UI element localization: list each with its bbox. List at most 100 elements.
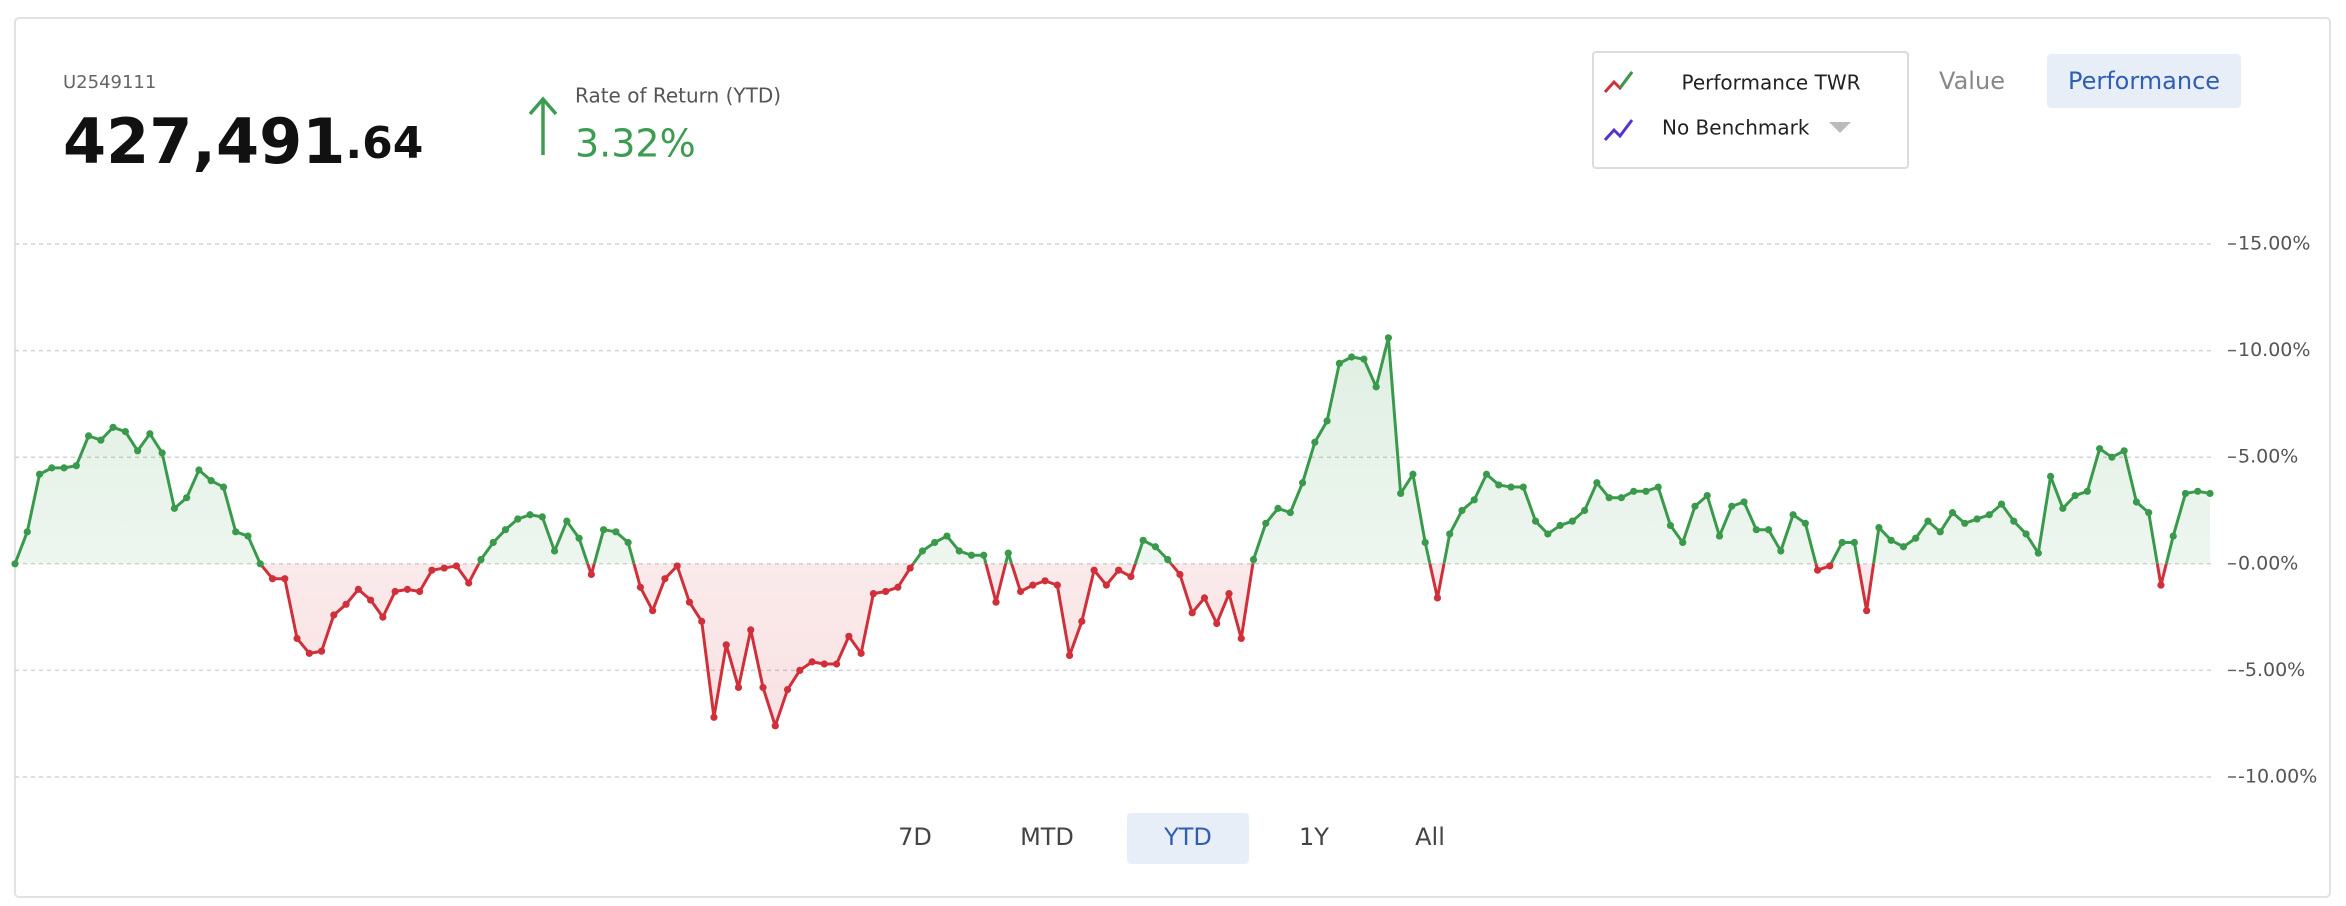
data-point <box>734 683 743 692</box>
data-point <box>465 579 473 587</box>
data-point <box>244 532 252 540</box>
data-point <box>1936 528 1944 536</box>
data-point <box>2157 581 2165 589</box>
data-point <box>293 634 301 643</box>
data-point <box>526 511 534 519</box>
data-point <box>1409 470 1417 478</box>
data-point <box>1384 334 1393 342</box>
data-point <box>1115 566 1123 574</box>
data-point <box>1078 617 1086 625</box>
data-point <box>1801 519 1809 527</box>
data-point <box>1311 438 1319 446</box>
data-point <box>1286 509 1294 517</box>
data-point <box>967 551 976 559</box>
y-tick-label: 15.00% <box>2238 233 2310 255</box>
value-cents: .64 <box>345 118 423 169</box>
data-point <box>1065 651 1074 660</box>
data-point <box>955 547 963 555</box>
range-tab-bg[interactable] <box>1127 813 1249 864</box>
data-point <box>845 632 853 640</box>
data-point <box>1948 509 1957 517</box>
data-point <box>722 641 730 649</box>
data-point <box>1764 526 1773 534</box>
data-point <box>1102 581 1110 589</box>
data-point <box>1176 570 1184 579</box>
data-point <box>894 583 902 591</box>
range-tab[interactable]: YTD <box>1163 823 1212 851</box>
data-point <box>771 722 779 730</box>
data-point <box>1863 607 1871 615</box>
data-point <box>1274 504 1282 512</box>
data-point <box>1666 521 1675 530</box>
data-point <box>1151 543 1160 551</box>
data-point <box>305 649 313 657</box>
data-point <box>1323 417 1331 425</box>
area-positive <box>15 337 2210 564</box>
y-tick-label: 0.00% <box>2238 552 2298 574</box>
data-point <box>1507 483 1515 491</box>
data-point <box>1544 530 1552 538</box>
data-point <box>23 528 31 536</box>
data-point <box>796 666 804 675</box>
data-point <box>1777 547 1785 555</box>
data-point <box>281 575 289 583</box>
data-point <box>1335 359 1343 367</box>
data-point <box>857 649 865 657</box>
data-point <box>1249 555 1258 564</box>
view-tab[interactable]: Value <box>1939 67 2005 95</box>
data-point <box>1740 498 1748 506</box>
data-point <box>195 466 203 474</box>
legend-primary: Performance TWR <box>1682 71 1861 95</box>
data-point <box>550 547 559 555</box>
data-point <box>575 534 583 542</box>
benchmark-select[interactable]: No Benchmark <box>1662 116 1810 140</box>
data-point <box>416 587 424 596</box>
data-point <box>2046 472 2055 480</box>
data-point <box>1397 489 1405 498</box>
y-tick-label: -10.00% <box>2238 766 2317 788</box>
data-point <box>882 587 890 596</box>
data-point <box>1997 500 2006 508</box>
data-point <box>1029 581 1037 589</box>
data-point <box>1298 479 1307 487</box>
data-point <box>1973 515 1981 523</box>
data-point <box>60 464 68 472</box>
data-point <box>906 564 914 572</box>
data-point <box>1617 494 1625 502</box>
data-point <box>48 464 56 472</box>
view-tab[interactable]: Performance <box>2068 67 2220 95</box>
data-point <box>624 538 632 547</box>
data-point <box>489 538 497 547</box>
data-point <box>97 436 105 444</box>
data-point <box>710 713 718 721</box>
data-point <box>992 598 1000 606</box>
range-tab[interactable]: All <box>1415 823 1445 851</box>
data-point <box>1715 532 1724 540</box>
dropdown-arrow[interactable] <box>1829 122 1851 133</box>
view-tab-bg[interactable] <box>2047 54 2241 108</box>
range-tab[interactable]: MTD <box>1020 823 1074 851</box>
data-point <box>1188 609 1196 617</box>
range-tab[interactable]: 7D <box>898 823 932 851</box>
data-point <box>72 462 80 470</box>
data-point <box>170 504 179 512</box>
data-point <box>1924 517 1932 525</box>
data-point <box>1372 383 1380 391</box>
range-tab[interactable]: 1Y <box>1299 823 1329 851</box>
y-tick-label: 10.00% <box>2238 339 2310 361</box>
data-point <box>2059 504 2067 512</box>
data-point <box>232 528 240 536</box>
data-point <box>1041 577 1049 585</box>
data-point <box>1875 523 1883 532</box>
data-point <box>477 555 485 564</box>
data-point <box>2194 487 2202 495</box>
data-point <box>1446 530 1454 538</box>
data-point <box>1912 534 1920 542</box>
data-point <box>563 517 571 525</box>
data-point <box>1630 487 1638 495</box>
data-point <box>2206 489 2214 498</box>
data-point <box>1789 511 1797 519</box>
data-point <box>367 596 375 604</box>
data-point <box>649 607 657 615</box>
